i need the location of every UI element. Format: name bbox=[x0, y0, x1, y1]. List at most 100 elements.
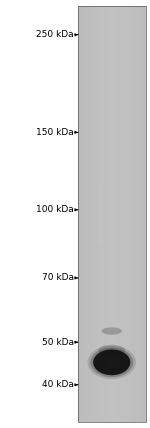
Bar bbox=[78, 328, 146, 333]
Bar bbox=[78, 146, 146, 152]
Bar bbox=[78, 131, 146, 136]
Text: 100 kDa: 100 kDa bbox=[36, 205, 74, 214]
Bar bbox=[78, 365, 146, 370]
Bar bbox=[78, 48, 146, 53]
Bar bbox=[78, 22, 146, 27]
Bar bbox=[78, 276, 146, 282]
Bar bbox=[103, 6, 105, 422]
Bar bbox=[78, 12, 146, 17]
Bar bbox=[78, 126, 146, 131]
Text: 70 kDa: 70 kDa bbox=[42, 273, 74, 282]
Bar bbox=[78, 307, 146, 312]
Bar bbox=[78, 89, 146, 95]
Bar bbox=[115, 6, 117, 422]
Bar bbox=[78, 38, 146, 43]
Bar bbox=[78, 250, 146, 256]
Bar bbox=[78, 69, 146, 74]
Bar bbox=[144, 6, 146, 422]
Bar bbox=[78, 344, 146, 349]
Bar bbox=[78, 271, 146, 276]
Bar bbox=[78, 318, 146, 323]
Bar bbox=[78, 116, 146, 121]
Bar bbox=[78, 63, 146, 69]
Bar bbox=[108, 6, 110, 422]
Bar bbox=[118, 6, 120, 422]
Bar bbox=[78, 84, 146, 89]
Bar bbox=[78, 188, 146, 193]
Bar bbox=[78, 380, 146, 385]
Text: 250 kDa: 250 kDa bbox=[36, 30, 74, 39]
Bar bbox=[78, 183, 146, 188]
Bar bbox=[81, 6, 83, 422]
Bar bbox=[78, 121, 146, 126]
Bar bbox=[78, 214, 146, 219]
Bar bbox=[78, 199, 146, 204]
Bar bbox=[98, 6, 100, 422]
Bar bbox=[86, 6, 88, 422]
Text: WWW.PTGLAB.COM: WWW.PTGLAB.COM bbox=[99, 184, 104, 244]
Bar bbox=[137, 6, 139, 422]
Ellipse shape bbox=[98, 345, 125, 355]
Bar bbox=[78, 209, 146, 214]
Bar bbox=[78, 406, 146, 411]
Bar bbox=[78, 43, 146, 48]
Bar bbox=[78, 33, 146, 38]
Bar bbox=[78, 157, 146, 162]
Bar bbox=[120, 6, 122, 422]
Bar bbox=[130, 6, 132, 422]
Bar bbox=[93, 6, 95, 422]
Bar bbox=[78, 172, 146, 178]
Bar bbox=[78, 292, 146, 297]
Bar bbox=[92, 6, 93, 422]
Bar bbox=[139, 6, 140, 422]
Bar bbox=[117, 6, 119, 422]
Bar bbox=[78, 105, 146, 110]
Bar bbox=[134, 6, 135, 422]
Bar bbox=[78, 167, 146, 172]
Bar bbox=[135, 6, 137, 422]
Bar bbox=[78, 333, 146, 339]
Bar bbox=[78, 240, 146, 245]
Bar bbox=[112, 6, 113, 422]
Bar bbox=[95, 6, 97, 422]
Text: 150 kDa: 150 kDa bbox=[36, 128, 74, 137]
Bar bbox=[124, 6, 125, 422]
Bar bbox=[78, 323, 146, 328]
Bar bbox=[78, 6, 146, 422]
Bar bbox=[110, 6, 112, 422]
Bar bbox=[122, 6, 124, 422]
Bar bbox=[78, 256, 146, 261]
Bar bbox=[78, 235, 146, 240]
Ellipse shape bbox=[88, 345, 136, 379]
Bar bbox=[78, 79, 146, 84]
Bar bbox=[78, 152, 146, 157]
Bar bbox=[100, 6, 102, 422]
Bar bbox=[97, 6, 98, 422]
Bar bbox=[90, 6, 92, 422]
Bar bbox=[78, 110, 146, 116]
Bar bbox=[78, 359, 146, 365]
Ellipse shape bbox=[93, 350, 130, 375]
Bar bbox=[78, 162, 146, 167]
Bar bbox=[132, 6, 134, 422]
Bar bbox=[78, 193, 146, 199]
Bar bbox=[78, 401, 146, 406]
Text: 40 kDa: 40 kDa bbox=[42, 380, 74, 389]
Bar bbox=[78, 395, 146, 401]
Bar bbox=[78, 136, 146, 141]
Bar bbox=[85, 6, 86, 422]
Bar bbox=[78, 58, 146, 63]
Ellipse shape bbox=[102, 327, 122, 335]
Ellipse shape bbox=[90, 348, 133, 377]
Bar bbox=[78, 312, 146, 318]
Bar bbox=[78, 141, 146, 146]
Bar bbox=[78, 411, 146, 416]
Bar bbox=[78, 178, 146, 183]
Bar bbox=[78, 339, 146, 344]
Bar bbox=[142, 6, 144, 422]
Bar bbox=[78, 302, 146, 307]
Bar bbox=[125, 6, 127, 422]
Bar bbox=[78, 416, 146, 422]
Bar bbox=[113, 6, 115, 422]
Bar bbox=[78, 282, 146, 287]
